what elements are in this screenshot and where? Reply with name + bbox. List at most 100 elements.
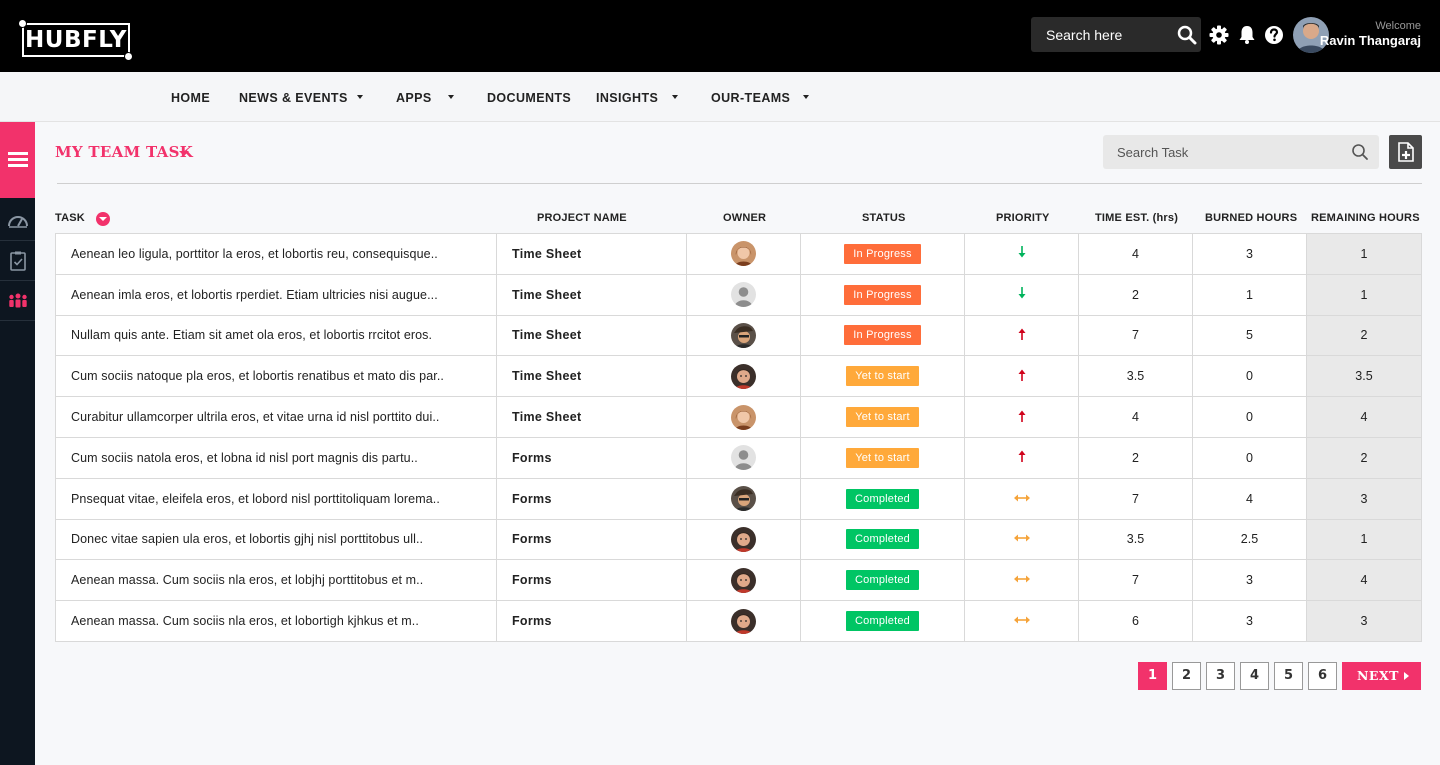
woman-avatar[interactable] [731, 404, 756, 430]
table-row[interactable]: Aenean massa. Cum sociis nla eros, et lo… [55, 559, 1422, 602]
column-header-status: STATUS [862, 212, 906, 224]
page-button-6[interactable]: 6 [1308, 662, 1337, 690]
task-search-input[interactable] [1103, 135, 1343, 169]
logo-text: HUBFLY [22, 23, 130, 57]
sidebar-item-tasks[interactable] [0, 241, 35, 281]
sidebar-item-team[interactable] [0, 281, 35, 321]
status-cell: Completed [800, 559, 965, 602]
column-header-priority: PRIORITY [996, 212, 1050, 224]
task-name[interactable]: Curabitur ullamcorper ultrila eros, et v… [55, 396, 497, 438]
task-name[interactable]: Aenean imla eros, et lobortis rperdiet. … [55, 273, 497, 316]
remaining-hours: 2 [1306, 436, 1422, 479]
burned-hours: 4 [1192, 477, 1307, 520]
woman-avatar[interactable] [731, 241, 756, 267]
page-button-4[interactable]: 4 [1240, 662, 1269, 690]
table-row[interactable]: Aenean leo ligula, porttitor la eros, et… [55, 233, 1422, 275]
page-button-5[interactable]: 5 [1274, 662, 1303, 690]
priority-high-icon [1016, 369, 1028, 385]
priority-cell [964, 314, 1079, 357]
help-icon[interactable] [1263, 24, 1285, 46]
nav-apps[interactable]: APPS [396, 91, 432, 105]
task-name[interactable]: Cum sociis natola eros, et lobna id nisl… [55, 436, 497, 479]
sidebar-item-dashboard[interactable] [0, 201, 35, 241]
hubfly-logo[interactable]: HUBFLY [18, 19, 133, 61]
chevron-down-icon[interactable] [179, 151, 189, 156]
project-name: Time Sheet [496, 314, 687, 357]
time-est: 2 [1078, 273, 1193, 316]
task-name[interactable]: Aenean massa. Cum sociis nla eros, et lo… [55, 600, 497, 642]
nav-home[interactable]: HOME [171, 91, 211, 105]
project-name: Forms [496, 477, 687, 520]
default-avatar[interactable] [731, 445, 756, 471]
task-name[interactable]: Pnsequat vitae, eleifela eros, et lobord… [55, 477, 497, 520]
status-badge: Completed [846, 488, 919, 509]
man-avatar[interactable] [731, 567, 756, 593]
bell-icon[interactable] [1236, 24, 1258, 46]
page-button-2[interactable]: 2 [1172, 662, 1201, 690]
project-name: Time Sheet [496, 233, 687, 275]
default-avatar[interactable] [731, 282, 756, 308]
hat-man-avatar[interactable] [731, 322, 756, 348]
search-icon[interactable] [1351, 143, 1369, 161]
nav-news-events[interactable]: NEWS & EVENTS [239, 91, 348, 105]
column-header-task[interactable]: TASK [55, 212, 85, 224]
nav-documents[interactable]: DOCUMENTS [487, 91, 572, 105]
sort-icon[interactable] [96, 212, 110, 226]
global-search-input[interactable] [1031, 17, 1171, 52]
table-row[interactable]: Aenean massa. Cum sociis nla eros, et lo… [55, 600, 1422, 642]
project-name: Forms [496, 600, 687, 642]
table-row[interactable]: Cum sociis natoque pla eros, et lobortis… [55, 355, 1422, 398]
task-name[interactable]: Donec vitae sapien ula eros, et lobortis… [55, 518, 497, 561]
man-avatar[interactable] [731, 608, 756, 634]
table-row[interactable]: Donec vitae sapien ula eros, et lobortis… [55, 518, 1422, 561]
table-row[interactable]: Nullam quis ante. Etiam sit amet ola ero… [55, 314, 1422, 357]
hat-man-avatar[interactable] [731, 486, 756, 512]
man-avatar[interactable] [731, 526, 756, 552]
project-name: Forms [496, 518, 687, 561]
status-badge: Yet to start [846, 366, 919, 387]
priority-cell [964, 355, 1079, 398]
page-button-3[interactable]: 3 [1206, 662, 1235, 690]
chevron-down-icon[interactable] [672, 95, 678, 99]
next-button[interactable]: NEXT [1342, 662, 1421, 690]
user-name[interactable]: Ravin Thangaraj [1319, 33, 1421, 48]
priority-cell [964, 518, 1079, 561]
owner-cell [686, 518, 801, 561]
chevron-down-icon[interactable] [448, 95, 454, 99]
priority-low-icon [1016, 246, 1028, 262]
gear-icon[interactable] [1208, 24, 1230, 46]
table-row[interactable]: Curabitur ullamcorper ultrila eros, et v… [55, 396, 1422, 438]
chevron-down-icon[interactable] [803, 95, 809, 99]
add-task-button[interactable] [1389, 135, 1422, 169]
nav-our-teams[interactable]: OUR-TEAMS [711, 91, 791, 105]
remaining-hours: 3 [1306, 477, 1422, 520]
chevron-down-icon[interactable] [357, 95, 363, 99]
remaining-hours: 1 [1306, 518, 1422, 561]
user-avatar[interactable] [1293, 17, 1329, 53]
owner-cell [686, 600, 801, 642]
table-row[interactable]: Pnsequat vitae, eleifela eros, et lobord… [55, 477, 1422, 520]
left-sidebar [0, 122, 35, 765]
table-row[interactable]: Aenean imla eros, et lobortis rperdiet. … [55, 273, 1422, 316]
page-title[interactable]: MY TEAM TASK [55, 143, 194, 161]
table-row[interactable]: Cum sociis natola eros, et lobna id nisl… [55, 436, 1422, 479]
menu-icon[interactable] [0, 122, 35, 198]
task-name[interactable]: Aenean leo ligula, porttitor la eros, et… [55, 233, 497, 275]
menu-icon-bar [8, 152, 28, 155]
nav-insights[interactable]: INSIGHTS [596, 91, 659, 105]
remaining-hours: 3 [1306, 600, 1422, 642]
task-name[interactable]: Cum sociis natoque pla eros, et lobortis… [55, 355, 497, 398]
menu-icon-bar [8, 164, 28, 167]
menu-icon-bar [8, 158, 28, 161]
time-est: 2 [1078, 436, 1193, 479]
remaining-hours: 4 [1306, 396, 1422, 438]
page-button-1[interactable]: 1 [1138, 662, 1167, 690]
task-name[interactable]: Nullam quis ante. Etiam sit amet ola ero… [55, 314, 497, 357]
burned-hours: 0 [1192, 396, 1307, 438]
burned-hours: 2.5 [1192, 518, 1307, 561]
status-cell: Yet to start [800, 396, 965, 438]
search-icon[interactable] [1177, 25, 1197, 45]
man-avatar[interactable] [731, 363, 756, 389]
task-name[interactable]: Aenean massa. Cum sociis nla eros, et lo… [55, 559, 497, 602]
status-badge: Yet to start [846, 447, 919, 468]
